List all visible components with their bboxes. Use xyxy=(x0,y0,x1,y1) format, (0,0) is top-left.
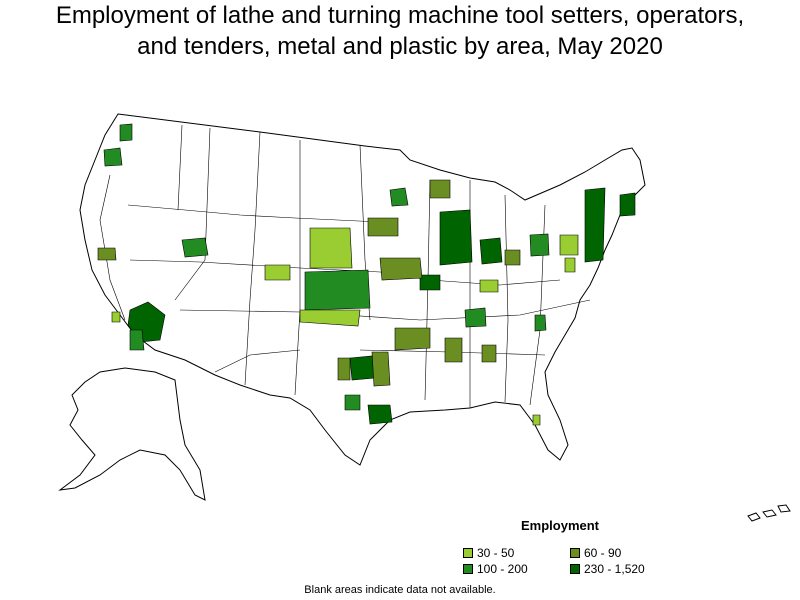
legend-title: Employment xyxy=(521,518,600,533)
blank-areas-note: Blank areas indicate data not available. xyxy=(304,584,496,596)
hawaii-island xyxy=(777,504,791,513)
alaska xyxy=(58,367,206,501)
area-230-1520 xyxy=(367,404,393,425)
area-60-90 xyxy=(337,357,351,381)
legend-swatch xyxy=(463,564,473,574)
legend-label: 100 - 200 xyxy=(477,562,528,576)
map-title-line-1: Employment of lathe and turning machine … xyxy=(55,2,745,29)
area-60-90 xyxy=(367,217,399,237)
area-60-90 xyxy=(97,247,117,261)
state-borders xyxy=(99,124,591,408)
area-230-1520 xyxy=(349,355,376,381)
legend-label: 30 - 50 xyxy=(477,546,515,560)
area-100-200 xyxy=(344,394,361,411)
area-60-90 xyxy=(379,257,423,281)
area-100-200 xyxy=(389,187,409,207)
border-line xyxy=(127,204,381,223)
legend-item-60-90: 60 - 90 xyxy=(570,546,621,560)
legend-item-100-200: 100 - 200 xyxy=(463,562,528,576)
area-60-90 xyxy=(444,337,463,363)
area-230-1520 xyxy=(479,237,503,265)
area-60-90 xyxy=(504,249,521,266)
area-30-50 xyxy=(111,311,121,323)
area-100-200 xyxy=(119,123,133,142)
area-30-50 xyxy=(564,257,576,273)
area-30-50 xyxy=(532,414,541,426)
alaska-outline xyxy=(58,367,206,501)
legend-label: 230 - 1,520 xyxy=(584,562,645,576)
area-230-1520 xyxy=(584,187,606,263)
border-line xyxy=(179,299,591,321)
area-100-200 xyxy=(129,329,145,351)
border-line xyxy=(177,124,183,211)
border-line xyxy=(129,259,561,286)
hawaii xyxy=(747,504,791,522)
legend-item-230-1520: 230 - 1,520 xyxy=(570,562,645,576)
area-230-1520 xyxy=(619,192,636,217)
area-30-50 xyxy=(264,264,291,281)
map-title-line-2: and tenders, metal and plastic by area, … xyxy=(137,33,663,60)
area-230-1520 xyxy=(439,209,473,266)
area-100-200 xyxy=(529,233,550,257)
legend-swatch xyxy=(570,548,580,558)
area-100-200 xyxy=(103,147,123,167)
legend-item-30-50: 30 - 50 xyxy=(463,546,514,560)
employment-areas xyxy=(97,123,636,426)
area-60-90 xyxy=(394,327,431,351)
border-line xyxy=(214,349,301,373)
area-30-50 xyxy=(479,279,499,293)
area-30-50 xyxy=(559,234,579,256)
area-60-90 xyxy=(481,344,497,363)
area-60-90 xyxy=(429,179,451,199)
hawaii-island xyxy=(747,512,761,522)
area-230-1520 xyxy=(419,274,441,291)
legend-swatch xyxy=(570,564,580,574)
area-30-50 xyxy=(299,309,361,327)
legend-label: 60 - 90 xyxy=(584,546,622,560)
area-100-200 xyxy=(464,307,487,328)
area-100-200 xyxy=(181,237,209,258)
map-title: Employment of lathe and turning machine … xyxy=(0,0,800,62)
area-30-50 xyxy=(309,227,353,269)
border-line xyxy=(174,127,211,301)
legend-swatch xyxy=(463,548,473,558)
hawaii-island xyxy=(762,509,777,518)
area-100-200 xyxy=(534,314,547,332)
border-line xyxy=(504,194,509,403)
area-60-90 xyxy=(371,351,391,387)
area-100-200 xyxy=(304,269,371,311)
